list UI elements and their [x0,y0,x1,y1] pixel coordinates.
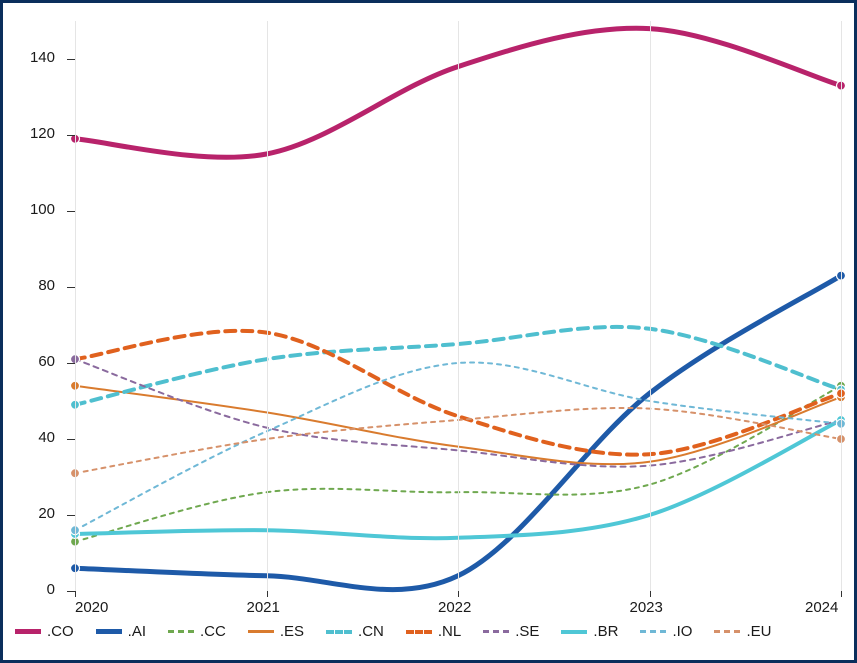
y-tick [67,363,75,364]
legend-label: .CN [358,623,384,640]
y-tick [67,135,75,136]
y-tick-label: 0 [47,581,55,598]
gridline-x [75,21,76,591]
legend-item-es[interactable]: .ES [248,623,304,640]
legend-label: .CC [200,623,226,640]
y-tick-label: 80 [38,277,55,294]
x-tick-label: 2022 [438,599,471,616]
legend-swatch [168,630,194,633]
legend-label: .SE [515,623,539,640]
legend-item-ai[interactable]: .AI [96,623,146,640]
y-tick [67,591,75,592]
legend-label: .EU [746,623,771,640]
y-tick-label: 20 [38,505,55,522]
legend-item-br[interactable]: .BR [561,623,618,640]
x-tick [650,591,651,597]
y-tick [67,515,75,516]
y-tick [67,287,75,288]
x-tick-label: 2020 [75,599,108,616]
x-tick [841,591,842,597]
legend-swatch [248,630,274,633]
y-tick-label: 40 [38,429,55,446]
legend-item-co[interactable]: .CO [15,623,74,640]
gridline-x [458,21,459,591]
gridline-x [841,21,842,591]
legend-label: .AI [128,623,146,640]
legend-swatch [326,630,352,634]
legend-label: .IO [672,623,692,640]
x-tick-label: 2021 [247,599,280,616]
legend-item-eu[interactable]: .EU [714,623,771,640]
legend-swatch [15,629,41,634]
x-tick [458,591,459,597]
legend-item-cc[interactable]: .CC [168,623,226,640]
legend-swatch [483,630,509,633]
legend-item-nl[interactable]: .NL [406,623,461,640]
legend-label: .NL [438,623,461,640]
x-tick [75,591,76,597]
y-tick-label: 140 [30,49,55,66]
gridline-x [650,21,651,591]
legend-item-se[interactable]: .SE [483,623,539,640]
y-tick-label: 120 [30,125,55,142]
y-tick-label: 100 [30,201,55,218]
y-tick [67,211,75,212]
y-tick [67,439,75,440]
legend-swatch [561,630,587,634]
legend-swatch [406,630,432,634]
x-tick [267,591,268,597]
y-tick-label: 60 [38,353,55,370]
legend-swatch [714,630,740,633]
legend-swatch [96,629,122,634]
legend-item-cn[interactable]: .CN [326,623,384,640]
chart-frame: .CO .AI .CC .ES .CN .NL .SE .BR .IO .EU 0 20 40 60 80… [0,0,857,663]
legend-swatch [640,630,666,633]
legend-item-io[interactable]: .IO [640,623,692,640]
y-tick [67,59,75,60]
legend-label: .BR [593,623,618,640]
legend-label: .ES [280,623,304,640]
legend-label: .CO [47,623,74,640]
x-tick-label: 2024 [805,599,838,616]
legend: .CO .AI .CC .ES .CN .NL .SE .BR .IO .EU [15,623,842,640]
gridline-x [267,21,268,591]
x-tick-label: 2023 [630,599,663,616]
